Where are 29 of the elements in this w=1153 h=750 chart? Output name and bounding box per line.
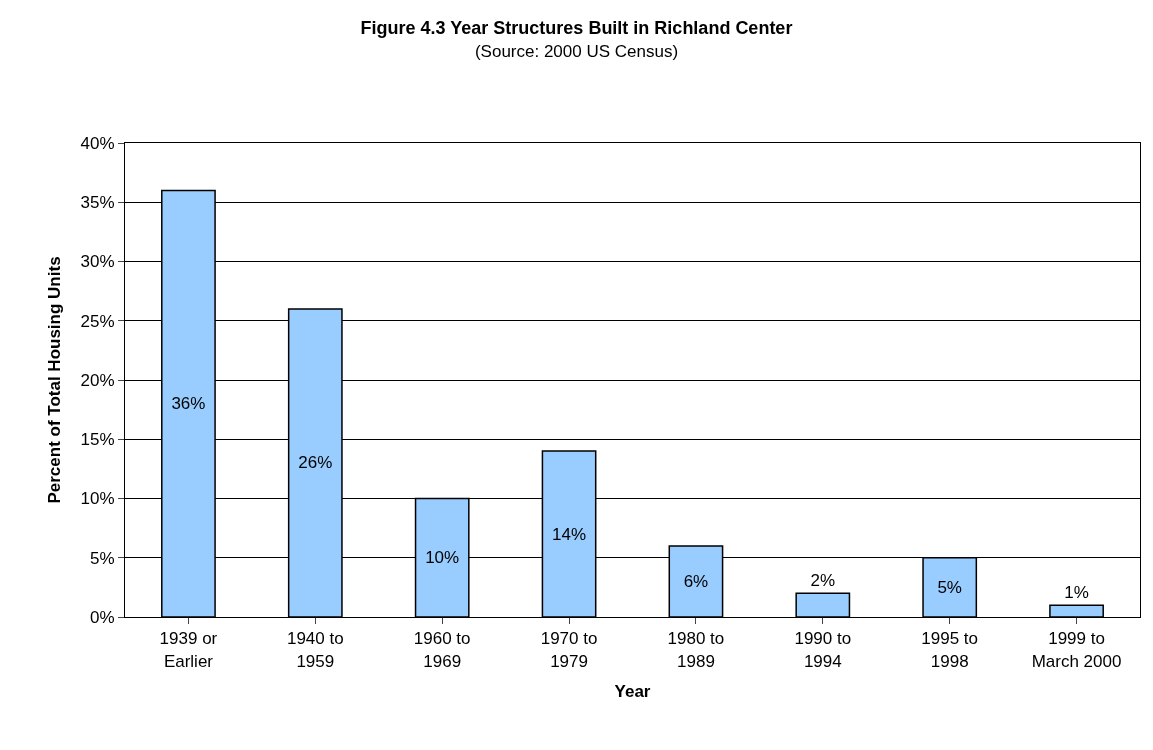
chart-subtitle: (Source: 2000 US Census) — [474, 42, 679, 62]
data-label: 1% — [1064, 583, 1089, 603]
y-tick-label: 25% — [80, 311, 115, 331]
chart-title: Figure 4.3 Year Structures Built in Richland Center — [360, 17, 793, 38]
data-label: 5% — [937, 577, 962, 597]
y-tick-label: 40% — [80, 133, 115, 153]
x-tick-label: 1940 to 1959 — [286, 629, 344, 671]
y-tick-label: 20% — [80, 370, 115, 390]
y-tick-label: 35% — [80, 193, 115, 213]
y-tick-label: 15% — [80, 430, 115, 450]
y-tick-label: 10% — [80, 489, 115, 509]
data-label: 2% — [810, 571, 836, 591]
y-tick-label: 30% — [80, 252, 115, 272]
data-label: 6% — [683, 571, 709, 591]
x-tick-label: 1990 to 1994 — [794, 629, 852, 671]
data-label: 10% — [425, 548, 460, 568]
y-tick-label: 5% — [90, 548, 115, 568]
data-label: 26% — [298, 453, 333, 473]
data-label: 14% — [552, 524, 587, 544]
data-label: 36% — [171, 394, 206, 414]
x-tick-label: 1970 to 1979 — [540, 629, 598, 671]
x-tick-label: 1980 to 1989 — [667, 629, 725, 671]
x-tick-label: 1939 or Earlier — [159, 629, 218, 671]
y-axis-title: Percent of Total Housing Units — [45, 256, 65, 504]
x-tick-label: 1999 to March 2000 — [1031, 629, 1122, 671]
x-tick-label: 1995 to 1998 — [921, 629, 979, 671]
y-tick-label: 0% — [90, 607, 115, 627]
x-axis-title: Year — [614, 681, 651, 701]
x-tick-label: 1960 to 1969 — [413, 629, 471, 671]
